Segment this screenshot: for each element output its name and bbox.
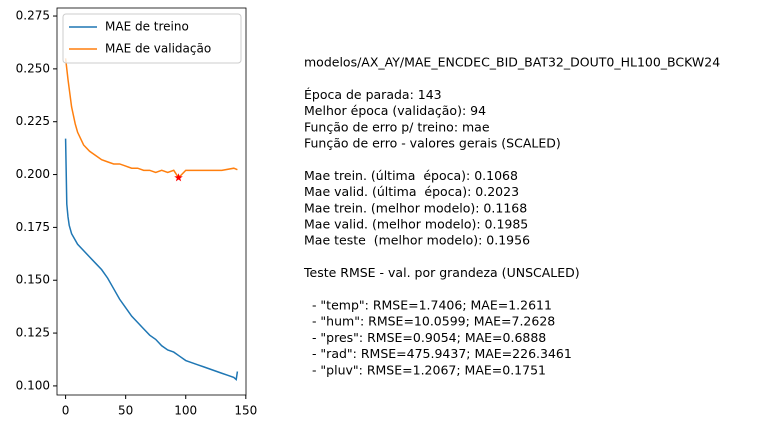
axes-frame <box>56 7 247 396</box>
y-tick-label: 0.150 <box>16 273 50 287</box>
x-tick-label: 0 <box>62 404 70 418</box>
y-tick-label: 0.100 <box>16 378 50 392</box>
x-tick-label: 50 <box>118 404 133 418</box>
annotation-line: - "temp": RMSE=1.7406; MAE=1.2611 <box>304 298 552 313</box>
y-tick-label: 0.275 <box>16 9 50 23</box>
annotation-line: - "rad": RMSE=475.9437; MAE=226.3461 <box>304 346 572 361</box>
annotation-line: modelos/AX_AY/MAE_ENCDEC_BID_BAT32_DOUT0… <box>304 55 720 70</box>
y-tick-label: 0.250 <box>16 61 50 75</box>
x-tick-label: 150 <box>234 404 257 418</box>
line-series <box>64 58 238 179</box>
legend-label: MAE de validação <box>105 42 211 56</box>
annotation-line: - "pres": RMSE=0.9054; MAE=0.6888 <box>304 330 546 345</box>
line-series <box>64 138 239 382</box>
annotation-line: Função de erro p/ treino: mae <box>304 119 490 134</box>
annotation-line: - "hum": RMSE=10.0599; MAE=7.2628 <box>304 314 555 329</box>
annotation-line: - "pluv": RMSE=1.2067; MAE=0.1751 <box>304 362 546 377</box>
annotation-line: Mae valid. (melhor modelo): 0.1985 <box>304 217 528 232</box>
annotation-line: Mae trein. (última época): 0.1068 <box>304 168 518 183</box>
annotation-line: Função de erro - valores gerais (SCALED) <box>304 136 561 151</box>
best-point <box>174 173 183 182</box>
y-tick-label: 0.225 <box>16 114 50 128</box>
annotation-line: Melhor época (validação): 94 <box>304 103 486 118</box>
y-tick-label: 0.175 <box>16 220 50 234</box>
annotation-line: Mae teste (melhor modelo): 0.1956 <box>304 233 530 248</box>
legend-label: MAE de treino <box>105 20 189 34</box>
y-tick-label: 0.200 <box>16 167 50 181</box>
annotation-line: Teste RMSE - val. por grandeza (UNSCALED… <box>303 265 580 280</box>
annotation-line: Mae trein. (melhor modelo): 0.1168 <box>304 200 527 215</box>
annotation-line: Época de parada: 143 <box>304 87 442 102</box>
y-tick-label: 0.125 <box>16 326 50 340</box>
legend-box <box>62 13 242 64</box>
annotation-line: Mae valid. (última época): 0.2023 <box>304 184 519 199</box>
x-tick-label: 100 <box>174 404 197 418</box>
